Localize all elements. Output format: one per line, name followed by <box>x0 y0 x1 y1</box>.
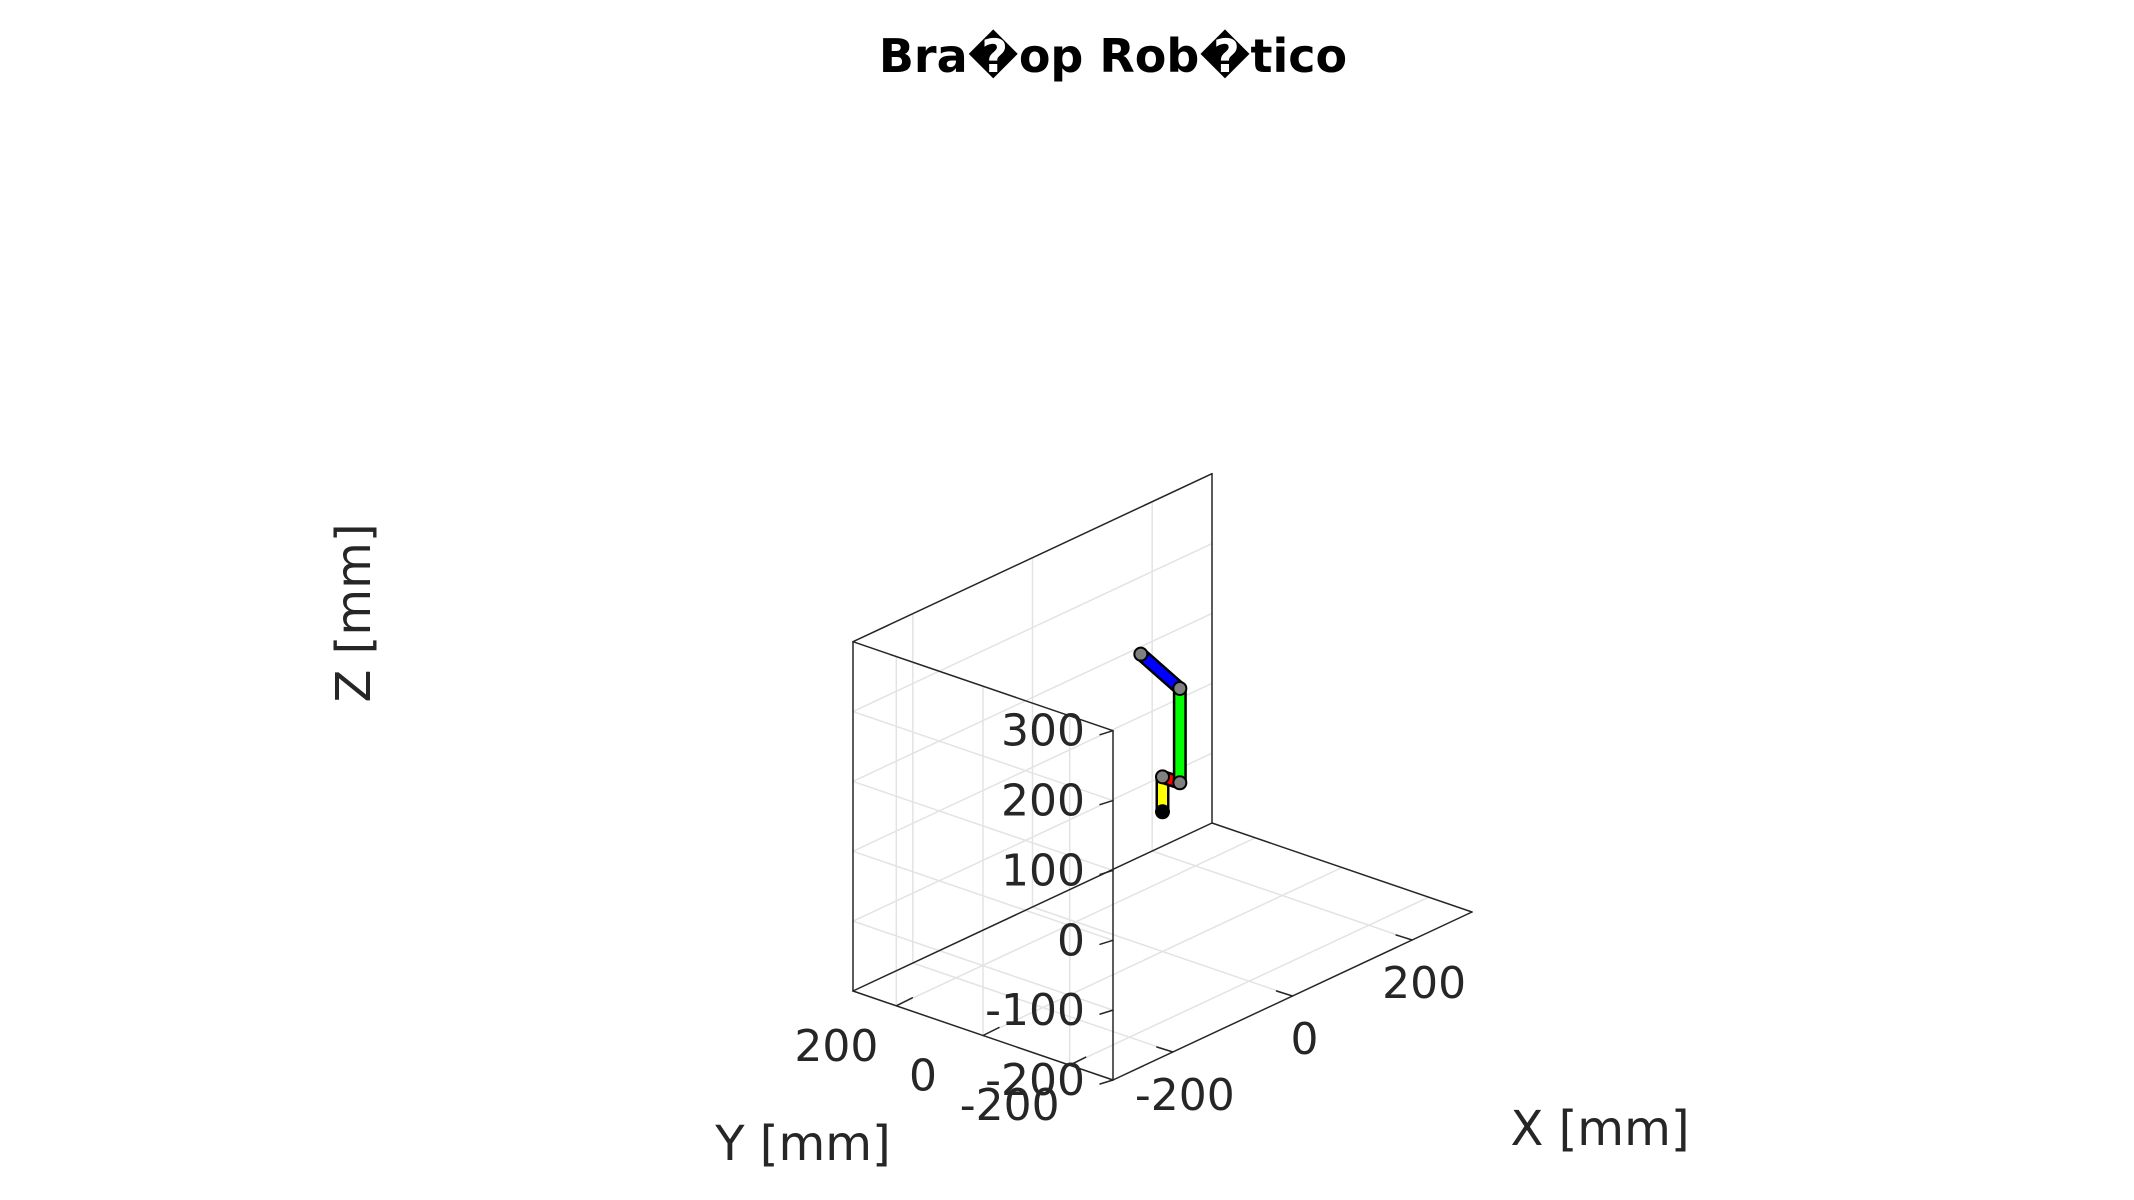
grid-line-z <box>852 752 1213 922</box>
grid-layer <box>852 472 1430 1081</box>
joint-3 <box>1172 775 1188 791</box>
z-tick-label: 300 <box>1001 706 1085 757</box>
axes-edge <box>852 640 1114 732</box>
y-axis-label: Y [mm] <box>714 1116 891 1172</box>
z-tick-mark <box>1099 729 1114 736</box>
z-tick-mark <box>1099 869 1114 876</box>
grid-line-y <box>895 837 1257 1007</box>
grid-line-z <box>852 542 1213 713</box>
y-tick-label: 200 <box>794 1021 878 1072</box>
y-tick-mark <box>895 997 914 1007</box>
robot-links <box>1133 647 1187 819</box>
z-tick-label: -200 <box>985 1055 1085 1106</box>
grid-line-z <box>852 710 1114 802</box>
grid-line-y <box>982 866 1343 1037</box>
x-axis-label: X [mm] <box>1510 1101 1689 1157</box>
grid-line-z <box>852 780 1114 872</box>
axes-edge <box>852 822 1213 992</box>
robot-joints <box>1133 646 1188 820</box>
z-tick-label: -100 <box>985 985 1085 1036</box>
z-tick-label: 200 <box>1001 776 1085 827</box>
grid-line-z <box>852 850 1114 942</box>
joint-4 <box>1172 680 1188 696</box>
z-tick-mark <box>1099 799 1114 806</box>
y-tick-mark <box>982 1026 1000 1037</box>
z-tick-label: 0 <box>1057 915 1085 966</box>
z-tick-mark <box>1099 939 1114 946</box>
grid-line-z <box>852 612 1213 783</box>
y-tick-label: -200 <box>960 1080 1060 1131</box>
y-tick-label: 0 <box>909 1051 937 1102</box>
y-tick-mark <box>1068 1056 1087 1066</box>
z-tick-label: 100 <box>1001 845 1085 896</box>
grid-line-y <box>1068 896 1430 1066</box>
link-4 <box>1136 649 1185 693</box>
x-tick-mark <box>1275 990 1294 997</box>
axes-edge <box>1211 822 1473 913</box>
joint-5 <box>1133 646 1149 662</box>
grid-line-z <box>852 682 1213 853</box>
z-tick-mark <box>1099 1079 1114 1085</box>
joint-2 <box>1155 769 1170 785</box>
z-tick-mark <box>1099 1009 1114 1015</box>
joint-1 <box>1155 804 1170 820</box>
tick-layer: -200 0 200 -200 0 200 -200 -100 0 100 200 300 <box>794 706 1466 1131</box>
x-tick-label: 200 <box>1382 958 1466 1009</box>
x-tick-mark <box>1395 934 1413 941</box>
x-tick-label: 0 <box>1290 1014 1318 1065</box>
axes-edge <box>852 472 1213 643</box>
grid-line-z <box>852 920 1114 1011</box>
chart-title: Bra�op Rob�tico <box>879 29 1347 83</box>
x-tick-mark <box>1156 1046 1174 1053</box>
x-tick-label: -200 <box>1135 1070 1235 1121</box>
z-axis-label: Z [mm] <box>326 523 382 702</box>
